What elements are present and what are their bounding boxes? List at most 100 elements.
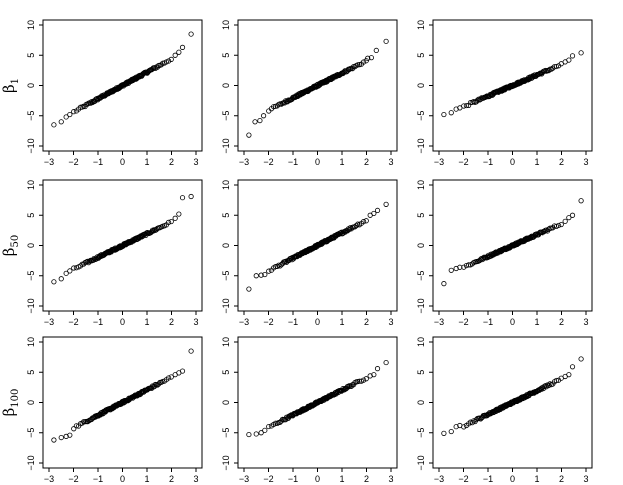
qq-point xyxy=(58,276,64,282)
qq-point xyxy=(172,215,178,221)
y-tick-label: 10 xyxy=(221,180,231,190)
x-tick-label: 3 xyxy=(193,474,198,484)
qq-point xyxy=(246,132,252,138)
x-tick-label: −3 xyxy=(434,474,444,484)
y-tick-label: 0 xyxy=(221,243,231,248)
qq-point xyxy=(371,210,377,217)
qq-point xyxy=(457,422,463,429)
x-tick-label: 0 xyxy=(315,157,320,167)
y-tick-label: 5 xyxy=(416,213,426,218)
x-tick-label: 3 xyxy=(193,317,198,327)
qq-point xyxy=(555,222,562,229)
qq-point xyxy=(448,267,454,273)
y-tick-label: −5 xyxy=(416,271,426,281)
x-tick-label: 3 xyxy=(388,157,393,167)
qq-point xyxy=(67,268,73,274)
x-tick-label: −2 xyxy=(68,317,78,327)
x-tick-label: 2 xyxy=(364,474,369,484)
qq-point xyxy=(71,426,77,432)
y-tick-label: 0 xyxy=(221,83,231,88)
qq-point xyxy=(448,110,454,116)
qq-point xyxy=(360,59,367,65)
qq-point xyxy=(51,122,57,128)
x-tick-label: −3 xyxy=(434,157,444,167)
qq-point xyxy=(179,368,186,374)
qq-point xyxy=(168,374,174,380)
qq-point xyxy=(373,47,379,54)
y-tick-label: −10 xyxy=(26,298,36,313)
row-label-symbol: β xyxy=(0,248,18,257)
y-tick-label: 5 xyxy=(416,370,426,375)
x-tick-label: −3 xyxy=(44,474,54,484)
x-tick-label: 0 xyxy=(120,474,125,484)
x-tick-label: 3 xyxy=(583,317,588,327)
x-tick-label: −2 xyxy=(263,317,273,327)
y-tick-label: 0 xyxy=(26,83,36,88)
qq-point xyxy=(73,423,80,429)
x-tick-label: 2 xyxy=(559,157,564,167)
qq-point xyxy=(562,218,568,224)
x-tick-label: −2 xyxy=(68,157,78,167)
y-tick-label: −10 xyxy=(221,298,231,313)
x-tick-label: −1 xyxy=(483,157,493,167)
x-tick-label: 0 xyxy=(315,474,320,484)
x-tick-label: −3 xyxy=(239,474,249,484)
y-tick-label: −10 xyxy=(416,298,426,313)
y-tick-label: 10 xyxy=(416,180,426,190)
row-label-subscript: 50 xyxy=(10,235,21,248)
qq-point xyxy=(253,431,259,437)
x-tick-label: 1 xyxy=(144,317,149,327)
x-tick-label: −1 xyxy=(483,474,493,484)
y-tick-label: −10 xyxy=(26,138,36,153)
qq-point xyxy=(448,428,454,435)
qq-point xyxy=(271,104,277,110)
qq-point xyxy=(542,67,548,74)
x-tick-label: 1 xyxy=(339,317,344,327)
x-tick-label: −3 xyxy=(239,157,249,167)
x-tick-label: −1 xyxy=(288,157,298,167)
qq-point xyxy=(246,431,252,438)
x-tick-label: −2 xyxy=(458,157,468,167)
y-tick-label: 5 xyxy=(26,53,36,58)
y-tick-label: −5 xyxy=(26,111,36,121)
y-tick-label: −10 xyxy=(416,455,426,470)
y-tick-label: −5 xyxy=(416,428,426,438)
x-tick-label: 1 xyxy=(534,474,539,484)
qq-point xyxy=(165,375,172,381)
qq-point xyxy=(363,218,369,224)
x-tick-label: 0 xyxy=(315,317,320,327)
qq-point xyxy=(266,423,272,430)
y-tick-label: 5 xyxy=(26,370,36,375)
qq-point xyxy=(463,102,470,109)
qq-point xyxy=(461,264,467,270)
qq-point xyxy=(371,372,377,378)
qq-point xyxy=(374,207,381,214)
y-tick-label: 5 xyxy=(221,213,231,218)
x-tick-label: 2 xyxy=(364,157,369,167)
qq-point xyxy=(566,57,572,63)
x-tick-label: 3 xyxy=(388,474,393,484)
x-tick-label: 1 xyxy=(339,157,344,167)
x-tick-label: 1 xyxy=(534,157,539,167)
qq-point xyxy=(156,381,162,387)
qq-point xyxy=(546,68,552,74)
qq-point xyxy=(360,377,367,383)
y-tick-label: −5 xyxy=(416,111,426,121)
y-tick-label: −5 xyxy=(221,111,231,121)
qq-point xyxy=(71,109,77,115)
x-tick-label: 1 xyxy=(144,474,149,484)
row-label-1: β50 xyxy=(0,235,21,256)
y-tick-label: 5 xyxy=(416,53,426,58)
x-tick-label: −2 xyxy=(263,474,273,484)
qq-point xyxy=(258,272,264,278)
y-tick-label: 0 xyxy=(416,83,426,88)
row-label-0: β1 xyxy=(0,78,21,93)
qq-point xyxy=(179,195,186,201)
y-tick-label: 0 xyxy=(416,243,426,248)
x-tick-label: 0 xyxy=(510,157,515,167)
x-tick-label: 2 xyxy=(559,474,564,484)
